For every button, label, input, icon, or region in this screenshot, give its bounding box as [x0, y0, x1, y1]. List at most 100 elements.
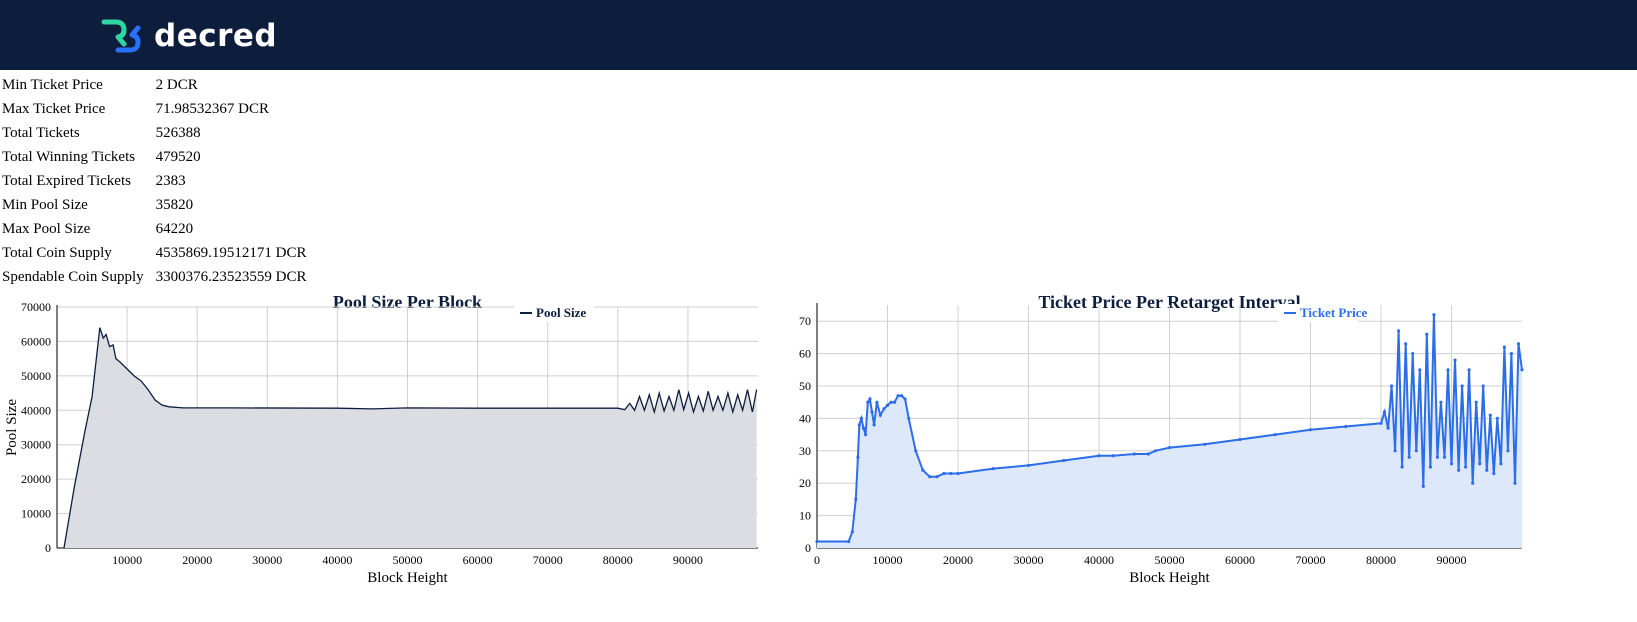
data-point — [857, 423, 861, 427]
x-tick-label: 10000 — [873, 553, 903, 567]
data-point — [1499, 462, 1503, 466]
x-tick-label: 90000 — [673, 553, 703, 567]
x-axis-label: Block Height — [1129, 570, 1210, 586]
y-tick-label: 70000 — [21, 300, 51, 314]
stat-row: Total Tickets 526388 — [0, 121, 309, 145]
data-point — [1390, 384, 1394, 388]
data-point — [1418, 368, 1422, 372]
data-point — [1442, 455, 1447, 459]
stat-label: Total Winning Tickets — [2, 148, 136, 165]
data-point — [1400, 465, 1404, 469]
stat-row: Min Ticket Price 2 DCR — [0, 73, 309, 97]
x-tick-label: 70000 — [1296, 553, 1326, 567]
y-tick-label: 70 — [799, 314, 811, 328]
legend-box — [1278, 304, 1358, 322]
data-point — [949, 471, 953, 476]
data-point — [1492, 471, 1496, 476]
stat-label: Total Tickets — [2, 124, 80, 141]
y-tick-label: 60 — [799, 347, 811, 361]
data-point — [896, 394, 900, 398]
data-point — [1457, 468, 1461, 472]
x-axis-label: Block Height — [367, 570, 448, 586]
stat-label: Min Pool Size — [2, 196, 88, 213]
data-point — [859, 416, 863, 420]
data-point — [1432, 313, 1436, 317]
x-tick-label: 80000 — [1366, 553, 1396, 567]
stat-value: 4535869.19512171 DCR — [155, 244, 307, 261]
data-point — [1097, 454, 1101, 458]
data-point — [866, 400, 870, 404]
stat-value: 2383 — [155, 172, 186, 189]
data-point — [1509, 352, 1513, 356]
data-point — [1488, 413, 1492, 417]
x-tick-label: 10000 — [112, 553, 142, 567]
x-tick-label: 70000 — [533, 553, 563, 567]
data-point — [1449, 462, 1454, 466]
data-point — [1439, 400, 1443, 404]
decred-logo[interactable]: decred — [100, 16, 277, 56]
data-point — [1386, 426, 1390, 430]
data-point — [1238, 437, 1242, 442]
decred-logo-icon — [101, 19, 141, 53]
data-point — [1421, 484, 1425, 488]
x-tick-label: 50000 — [1155, 553, 1185, 567]
data-point — [914, 449, 918, 453]
stat-value: 526388 — [155, 124, 201, 141]
data-point — [1382, 410, 1387, 414]
data-point — [1425, 332, 1429, 336]
data-point — [1026, 463, 1031, 467]
data-point — [1495, 416, 1499, 420]
stat-label: Max Pool Size — [2, 220, 91, 237]
data-point — [956, 471, 960, 476]
chart-title: Ticket Price Per Retarget Interval — [1038, 292, 1300, 312]
stat-row: Max Pool Size 64220 — [0, 217, 309, 241]
y-tick-label: 30 — [799, 444, 811, 458]
data-point — [1428, 465, 1432, 469]
data-point — [1446, 368, 1450, 372]
data-point — [1062, 458, 1066, 463]
data-point — [1146, 452, 1150, 456]
data-point — [892, 400, 897, 404]
stat-row: Total Expired Tickets 2383 — [0, 169, 309, 193]
y-tick-label: 20000 — [21, 472, 51, 486]
y-tick-label: 60000 — [21, 334, 51, 348]
data-point — [1273, 433, 1277, 437]
data-point — [1411, 352, 1415, 356]
data-point — [1344, 424, 1348, 429]
y-tick-label: 20 — [799, 476, 811, 490]
y-tick-label: 0 — [805, 541, 811, 555]
stat-value: 71.98532367 DCR — [155, 100, 270, 117]
data-point — [1516, 342, 1521, 346]
stat-row: Total Coin Supply 4535869.19512171 DCR — [0, 241, 309, 265]
data-point — [850, 530, 854, 534]
data-point — [868, 397, 872, 401]
data-point — [1153, 449, 1157, 453]
stat-row: Spendable Coin Supply 3300376.23523559 DC… — [0, 265, 309, 289]
data-point — [942, 471, 946, 476]
x-tick-label: 20000 — [182, 553, 212, 567]
ticket-price-chart: Ticket Price Per Retarget Interval 0 10 20 3… — [799, 292, 1524, 586]
x-tick-label: 60000 — [1225, 553, 1255, 567]
data-point — [854, 497, 858, 501]
data-point — [1467, 368, 1471, 372]
data-point — [882, 407, 886, 411]
y-tick-label: 30000 — [21, 438, 51, 452]
data-point — [864, 433, 868, 437]
data-point — [1379, 421, 1383, 425]
stat-value: 3300376.23523559 DCR — [155, 268, 307, 285]
x-tick-label: 40000 — [322, 553, 352, 567]
stat-label: Max Ticket Price — [2, 100, 106, 117]
stats-table: Min Ticket Price 2 DCR Max Ticket Price 71.… — [0, 73, 309, 289]
data-point — [1502, 345, 1506, 349]
stat-value: 64220 — [155, 220, 194, 237]
data-point — [1203, 442, 1207, 446]
data-point — [907, 416, 911, 420]
stat-label: Spendable Coin Supply — [2, 268, 144, 285]
data-point — [815, 539, 819, 544]
y-tick-label: 0 — [45, 541, 51, 555]
stat-row: Total Winning Tickets 479520 — [0, 145, 309, 169]
data-point — [1474, 400, 1478, 404]
data-point — [921, 468, 925, 472]
data-point — [1407, 455, 1411, 459]
stat-label: Min Ticket Price — [2, 76, 103, 93]
